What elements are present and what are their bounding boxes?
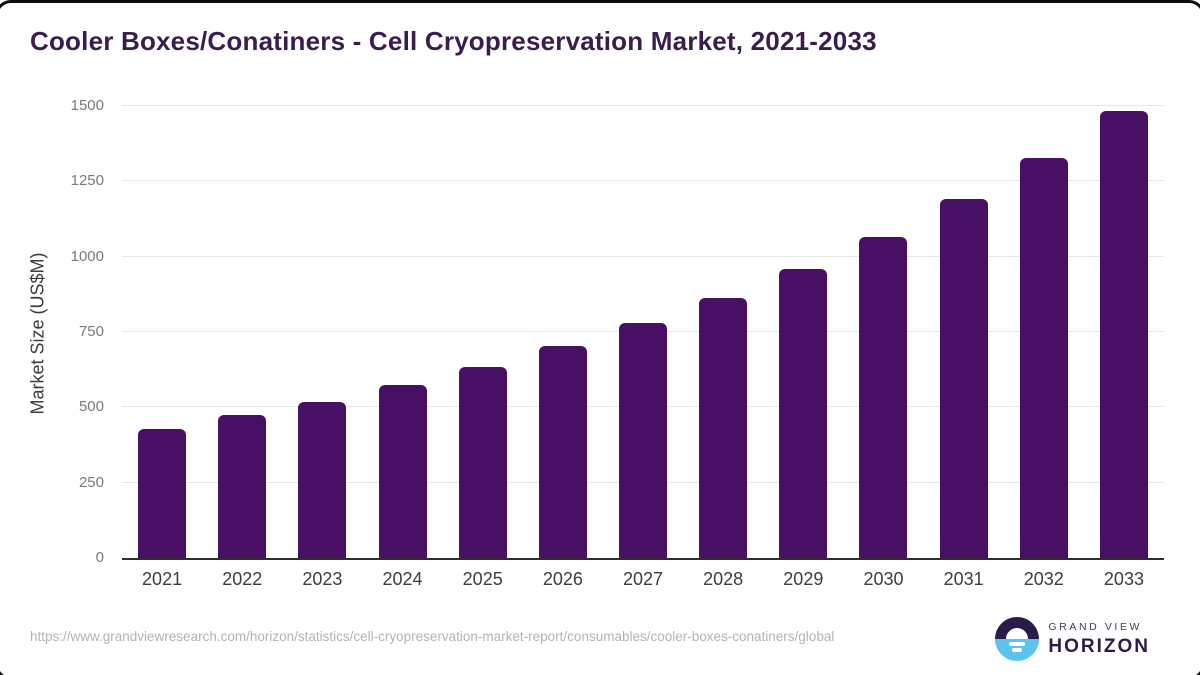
- y-tick-label-1250: 1250: [70, 172, 104, 190]
- bar-slot-2033: [1084, 106, 1164, 558]
- y-tick-label-1000: 1000: [70, 247, 104, 265]
- gridline-1500: [122, 105, 1164, 106]
- bar-slot-2023: [282, 106, 362, 558]
- y-tick-label-1500: 1500: [70, 97, 104, 114]
- bar-2030[interactable]: [859, 236, 908, 558]
- plot-area: [122, 105, 1164, 560]
- x-tick-label-2032: 2032: [1023, 569, 1064, 589]
- bar-slot-2032: [1004, 106, 1084, 558]
- x-tick-label-2023: 2023: [302, 569, 343, 589]
- x-tick-label-2022: 2022: [222, 569, 263, 589]
- logo-text-horizon: HORIZON: [1048, 635, 1150, 657]
- bar-slot-2026: [523, 106, 603, 558]
- bar-slot-2028: [683, 106, 763, 558]
- bar-2032[interactable]: [1019, 158, 1068, 558]
- grand-view-horizon-logo: GRAND VIEW HORIZON: [995, 617, 1150, 661]
- x-tick-label-2031: 2031: [943, 569, 984, 589]
- bar-slot-2021: [122, 106, 202, 558]
- bar-slot-2030: [843, 106, 923, 558]
- horizon-sun-icon: [995, 617, 1040, 661]
- bar-2028[interactable]: [699, 297, 748, 558]
- bar-2022[interactable]: [218, 414, 267, 558]
- x-tick-label-2033: 2033: [1103, 569, 1144, 589]
- reflection-line: [1009, 642, 1026, 646]
- x-axis-tick-labels: 2021 2022 2023 2024 2025 2026 2027 2028 2029 2030…: [122, 569, 1164, 590]
- y-tick-label-0: 0: [95, 549, 104, 566]
- bar-slot-2031: [924, 106, 1004, 558]
- bar-2021[interactable]: [138, 429, 187, 558]
- x-tick-label-2028: 2028: [703, 569, 744, 589]
- bar-2033[interactable]: [1099, 111, 1148, 558]
- bar-2024[interactable]: [378, 385, 427, 558]
- bar-slot-2022: [202, 106, 282, 558]
- reflection-line: [1012, 648, 1023, 652]
- chart-title: Cooler Boxes/Conatiners - Cell Cryoprese…: [30, 26, 877, 56]
- bar-slot-2027: [603, 106, 683, 558]
- bar-slot-2029: [763, 106, 843, 558]
- x-tick-label-2024: 2024: [382, 569, 423, 589]
- source-url-text: https://www.grandviewresearch.com/horizo…: [30, 629, 835, 644]
- y-tick-label-500: 500: [78, 398, 104, 416]
- x-tick-label-2030: 2030: [863, 569, 904, 589]
- bars-layer: [122, 106, 1164, 558]
- bar-2025[interactable]: [458, 366, 507, 558]
- bar-2029[interactable]: [779, 268, 828, 558]
- x-tick-label-2026: 2026: [542, 569, 583, 589]
- bar-slot-2025: [443, 106, 523, 558]
- y-tick-label-750: 750: [78, 323, 104, 340]
- bar-2027[interactable]: [619, 323, 668, 558]
- logo-text: GRAND VIEW HORIZON: [1048, 622, 1150, 656]
- bar-2026[interactable]: [538, 346, 587, 558]
- x-tick-label-2027: 2027: [622, 569, 664, 589]
- x-tick-label-2021: 2021: [142, 569, 183, 589]
- gridline-1250: [122, 180, 1164, 182]
- gridline-1000: [122, 255, 1164, 257]
- bar-2031[interactable]: [939, 199, 988, 558]
- y-axis-tick-labels: 0 250 500 750 1000 1250 1500: [0, 98, 104, 565]
- bar-slot-2024: [362, 106, 442, 558]
- logo-text-grand-view: GRAND VIEW: [1048, 621, 1143, 634]
- bar-2023[interactable]: [298, 401, 347, 558]
- y-tick-label-250: 250: [78, 473, 104, 491]
- x-tick-label-2029: 2029: [783, 569, 824, 589]
- x-tick-label-2025: 2025: [462, 569, 503, 589]
- sun-shape: [1006, 628, 1029, 639]
